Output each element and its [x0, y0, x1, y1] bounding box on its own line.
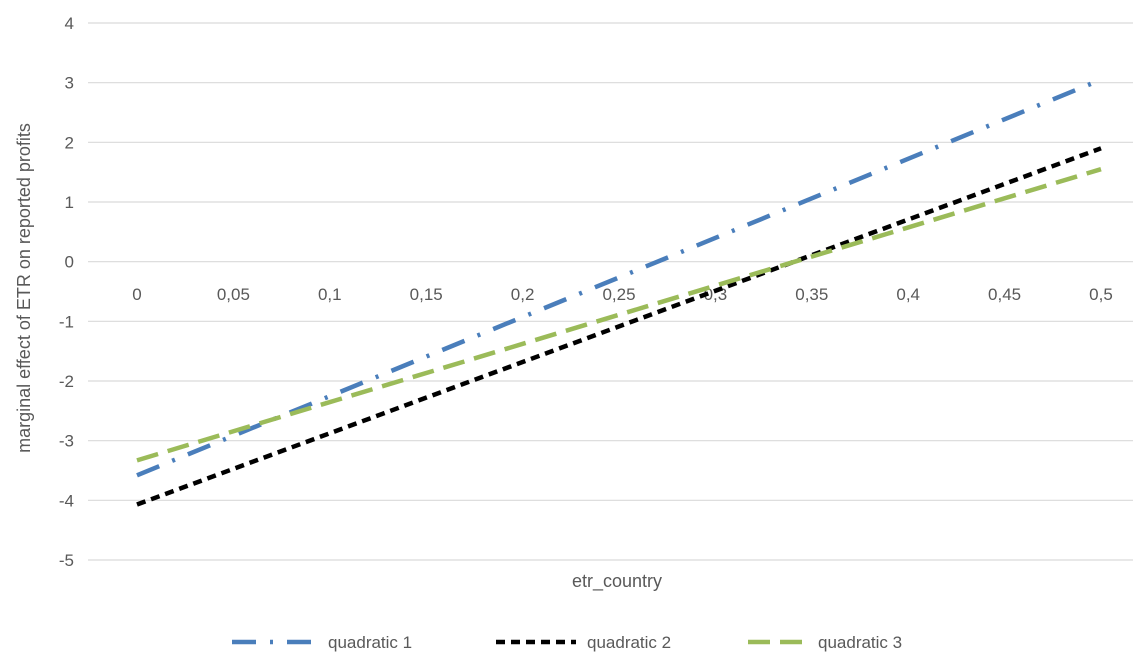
x-tick-label: 0,05: [217, 285, 250, 304]
legend-item-2: quadratic 2: [496, 633, 671, 652]
x-tick-label: 0,15: [410, 285, 443, 304]
x-tick-label: 0,45: [988, 285, 1021, 304]
y-tick-label: 1: [65, 193, 74, 212]
series-line-2: [136, 146, 1102, 507]
y-tick-label: -1: [59, 312, 74, 331]
y-axis-title: marginal effect of ETR on reported profi…: [14, 123, 34, 453]
x-tick-label: 0,35: [795, 285, 828, 304]
y-tick-label: -5: [59, 551, 74, 570]
legend-item-3: quadratic 3: [748, 633, 902, 652]
legend: quadratic 1 quadratic 2 quadratic 3: [232, 633, 902, 652]
legend-label: quadratic 2: [587, 633, 671, 652]
y-tick-label: 4: [65, 14, 74, 33]
y-axis-tick-labels: 4 3 2 1 0 -1 -2 -3 -4 -5: [59, 14, 74, 570]
x-tick-label: 0,1: [318, 285, 342, 304]
series-line-1: [136, 77, 1102, 478]
gridlines: [88, 22, 1133, 561]
x-tick-label: 0,2: [511, 285, 535, 304]
y-tick-label: 2: [65, 133, 74, 152]
x-tick-label: 0: [132, 285, 141, 304]
y-tick-label: -2: [59, 372, 74, 391]
series-line-3: [136, 167, 1102, 463]
y-tick-label: 0: [65, 253, 74, 272]
y-tick-label: -4: [59, 491, 74, 510]
legend-item-1: quadratic 1: [232, 633, 412, 652]
y-tick-label: -3: [59, 432, 74, 451]
legend-label: quadratic 1: [328, 633, 412, 652]
series-lines: [136, 77, 1102, 507]
x-tick-label: 0,4: [896, 285, 920, 304]
x-axis-title: etr_country: [572, 571, 662, 592]
legend-label: quadratic 3: [818, 633, 902, 652]
y-tick-label: 3: [65, 74, 74, 93]
x-tick-label: 0,5: [1089, 285, 1113, 304]
x-axis-tick-labels: 0 0,05 0,1 0,15 0,2 0,25 0,3 0,35 0,4 0,45 0,5: [132, 285, 1113, 304]
x-tick-label: 0,25: [602, 285, 635, 304]
